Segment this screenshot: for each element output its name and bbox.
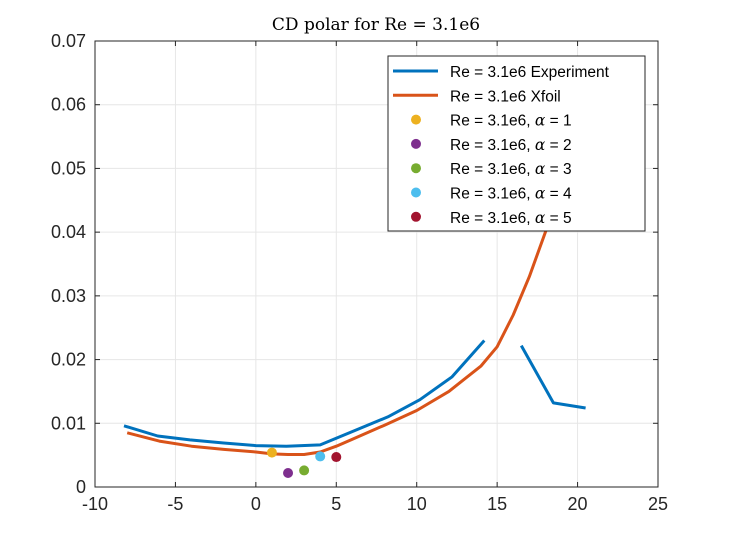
legend-swatch-dot: [411, 163, 421, 174]
x-tick-label: -10: [82, 494, 108, 514]
legend-swatch-dot: [411, 114, 421, 125]
series-line-0: [519, 344, 586, 410]
y-tick-label: 0.05: [51, 158, 86, 178]
x-tick-label: 15: [487, 494, 507, 514]
legend-swatch-dot: [411, 138, 421, 149]
legend-label-prefix: Re = 3.1e6 Experiment: [450, 64, 610, 81]
data-point-6: [331, 452, 342, 463]
legend-label: Re = 3.1e6, α = 3: [450, 160, 572, 178]
legend-label-prefix: Re = 3.1e6,: [450, 210, 535, 227]
legend-label-prefix: Re = 3.1e6,: [450, 186, 535, 203]
x-tick-label: 10: [407, 494, 427, 514]
data-point-5: [315, 451, 326, 462]
legend-label-suffix: = 2: [545, 137, 571, 154]
legend-label-alpha: α: [535, 136, 546, 154]
legend-label-prefix: Re = 3.1e6,: [450, 113, 535, 130]
legend-label-prefix: Re = 3.1e6,: [450, 137, 535, 154]
legend-label: Re = 3.1e6 Experiment: [450, 64, 610, 81]
y-tick-label: 0.02: [51, 350, 86, 370]
x-tick-label: 25: [648, 494, 668, 514]
series-line-1: [126, 206, 557, 456]
x-tick-label: 5: [331, 494, 341, 514]
legend-label-suffix: = 4: [545, 186, 572, 203]
data-series: [123, 206, 586, 478]
legend-swatch-dot: [411, 211, 421, 222]
legend-label: Re = 3.1e6, α = 5: [450, 209, 572, 227]
legend-box: [387, 55, 646, 232]
legend-label-alpha: α: [535, 112, 546, 130]
legend-label: Re = 3.1e6, α = 1: [450, 112, 572, 130]
axes-box: [94, 40, 659, 488]
legend-swatch-dot: [411, 187, 421, 198]
legend[interactable]: Re = 3.1e6 Experiment Re = 3.1e6 Xfoil Re …: [387, 55, 646, 232]
y-tick-label: 0.04: [51, 222, 86, 242]
chart-title: CD polar for Re = 3.1e6: [272, 15, 480, 35]
data-point-2: [266, 447, 277, 458]
legend-label: Re = 3.1e6, α = 2: [450, 136, 572, 154]
data-point-3: [283, 467, 294, 478]
y-tick-label: 0.06: [51, 95, 86, 115]
y-tick-label: 0.01: [51, 413, 86, 433]
y-tick-label: 0.07: [51, 31, 86, 51]
axis-ticks: -10 -5 0 5 10 15 20 25 0 0.01 0.02 0.03 0.04 0.05 0.06…: [51, 31, 668, 514]
y-tick-label: 0.03: [51, 286, 86, 306]
series-line-0: [123, 339, 486, 448]
legend-label-alpha: α: [535, 185, 546, 203]
legend-label-prefix: Re = 3.1e6,: [450, 161, 535, 178]
legend-label-alpha: α: [535, 160, 546, 178]
x-tick-label: 0: [251, 494, 261, 514]
legend-label-prefix: Re = 3.1e6 Xfoil: [450, 88, 561, 105]
legend-label-suffix: = 3: [545, 161, 571, 178]
legend-label-suffix: = 1: [545, 113, 571, 130]
x-tick-label: 20: [568, 494, 588, 514]
legend-label-alpha: α: [535, 209, 546, 227]
legend-label: Re = 3.1e6, α = 4: [450, 185, 572, 203]
y-tick-label: 0: [76, 477, 86, 497]
x-tick-label: -5: [167, 494, 183, 514]
legend-label-suffix: = 5: [545, 210, 571, 227]
data-point-4: [299, 465, 310, 476]
legend-label: Re = 3.1e6 Xfoil: [450, 88, 561, 105]
